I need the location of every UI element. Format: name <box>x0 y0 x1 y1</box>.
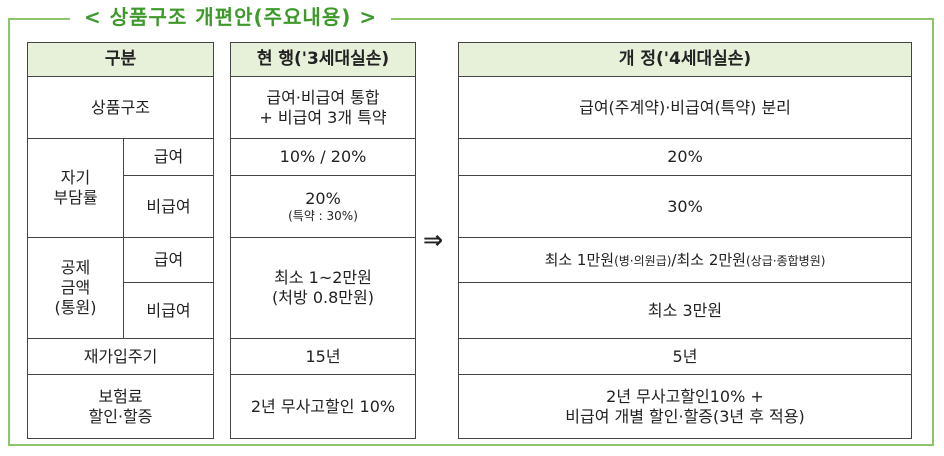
ded-covered-d: (상급·종합병원) <box>746 253 826 268</box>
current-burden-covered: 10% / 20% <box>230 138 416 176</box>
category-header: 구분 <box>27 42 214 77</box>
current-product: 급여·비급여 통합 + 비급여 3개 특약 <box>230 76 416 139</box>
revised-product: 급여(주계약)·비급여(특약) 분리 <box>458 76 912 139</box>
row-label-product: 상품구조 <box>27 76 214 139</box>
revised-premium: 2년 무사고할인10% + 비급여 개별 할인·할증(3년 후 적용) <box>458 374 912 439</box>
revised-table: 개 정('4세대실손) 급여(주계약)·비급여(특약) 분리 20% 30% 최… <box>458 42 912 439</box>
row-label-deductible: 공제 금액 (통원) <box>27 237 124 339</box>
ded-covered-a: 최소 1만원 <box>544 250 615 269</box>
row-label-deductible-covered: 급여 <box>123 237 214 283</box>
ded-covered-b: (병·의원급) <box>614 253 672 268</box>
revised-burden-covered: 20% <box>458 138 912 176</box>
page-title: < 상품구조 개편안(주요내용) > <box>84 5 378 29</box>
current-header: 현 행('3세대실손) <box>230 42 416 77</box>
current-burden-noncovered-sub: (특약 : 30%) <box>288 209 358 223</box>
revised-deductible-covered: 최소 1만원(병·의원급)/최소 2만원(상급·종합병원) <box>458 237 912 283</box>
revised-header: 개 정('4세대실손) <box>458 42 912 77</box>
current-premium: 2년 무사고할인 10% <box>230 374 416 439</box>
row-label-deductible-noncovered: 비급여 <box>123 282 214 339</box>
row-label-renewal: 재가입주기 <box>27 338 214 375</box>
current-burden-noncovered: 20% (특약 : 30%) <box>230 175 416 238</box>
category-table: 구분 상품구조 자기 부담률 급여 비급여 공제 금액 (통원) 급여 비급여 … <box>27 42 214 439</box>
current-table: 현 행('3세대실손) 급여·비급여 통합 + 비급여 3개 특약 10% / … <box>230 42 416 439</box>
revised-renewal: 5년 <box>458 338 912 375</box>
current-renewal: 15년 <box>230 338 416 375</box>
arrow-icon: ⇒ <box>423 226 444 254</box>
revised-burden-noncovered: 30% <box>458 175 912 238</box>
revised-deductible-noncovered: 최소 3만원 <box>458 282 912 339</box>
row-label-premium: 보험료 할인·할증 <box>27 374 214 439</box>
row-label-burden: 자기 부담률 <box>27 138 124 238</box>
current-burden-noncovered-main: 20% <box>305 189 341 208</box>
ded-covered-c: /최소 2만원 <box>671 250 746 269</box>
title-container: < 상품구조 개편안(주요내용) > <box>70 1 392 30</box>
current-deductible: 최소 1~2만원 (처방 0.8만원) <box>230 237 416 339</box>
row-label-burden-covered: 급여 <box>123 138 214 176</box>
row-label-burden-noncovered: 비급여 <box>123 175 214 238</box>
content-frame <box>8 18 934 446</box>
